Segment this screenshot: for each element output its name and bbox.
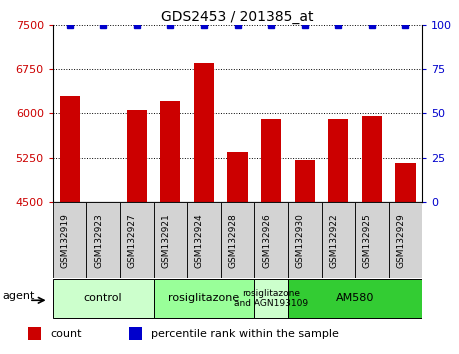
Bar xyxy=(194,63,214,202)
Text: rosiglitazone
and AGN193109: rosiglitazone and AGN193109 xyxy=(234,289,308,308)
Bar xyxy=(328,119,348,202)
Bar xyxy=(395,164,415,202)
Text: AM580: AM580 xyxy=(336,293,374,303)
Bar xyxy=(187,202,221,278)
Text: GSM132919: GSM132919 xyxy=(61,213,70,268)
Bar xyxy=(154,279,254,318)
Bar xyxy=(60,96,80,202)
Text: GSM132921: GSM132921 xyxy=(162,213,170,268)
Text: GSM132926: GSM132926 xyxy=(262,213,271,268)
Text: rosiglitazone: rosiglitazone xyxy=(168,293,240,303)
Bar xyxy=(154,202,187,278)
Bar xyxy=(288,202,321,278)
Text: GSM132927: GSM132927 xyxy=(128,213,137,268)
Bar xyxy=(321,202,355,278)
Bar xyxy=(53,279,154,318)
Bar xyxy=(261,119,281,202)
Bar xyxy=(86,202,120,278)
Bar xyxy=(389,202,422,278)
Text: GSM132924: GSM132924 xyxy=(195,213,204,268)
Text: GSM132928: GSM132928 xyxy=(229,213,238,268)
Bar xyxy=(228,152,247,202)
Bar xyxy=(254,279,288,318)
Bar xyxy=(160,102,180,202)
Text: agent: agent xyxy=(3,291,35,301)
Bar xyxy=(288,279,422,318)
Bar xyxy=(362,116,382,202)
Bar xyxy=(355,202,389,278)
Bar xyxy=(129,327,142,340)
Text: GSM132925: GSM132925 xyxy=(363,213,372,268)
Text: GSM132922: GSM132922 xyxy=(329,213,338,268)
Text: percentile rank within the sample: percentile rank within the sample xyxy=(151,329,339,339)
Bar xyxy=(295,160,315,202)
Text: control: control xyxy=(84,293,123,303)
Bar xyxy=(221,202,254,278)
Text: GSM132930: GSM132930 xyxy=(296,213,305,268)
Bar xyxy=(28,327,41,340)
Bar xyxy=(254,202,288,278)
Text: GSM132929: GSM132929 xyxy=(397,213,405,268)
Text: GSM132923: GSM132923 xyxy=(94,213,103,268)
Title: GDS2453 / 201385_at: GDS2453 / 201385_at xyxy=(161,10,314,24)
Bar xyxy=(53,202,86,278)
Bar xyxy=(120,202,154,278)
Bar xyxy=(127,110,147,202)
Text: count: count xyxy=(50,329,82,339)
